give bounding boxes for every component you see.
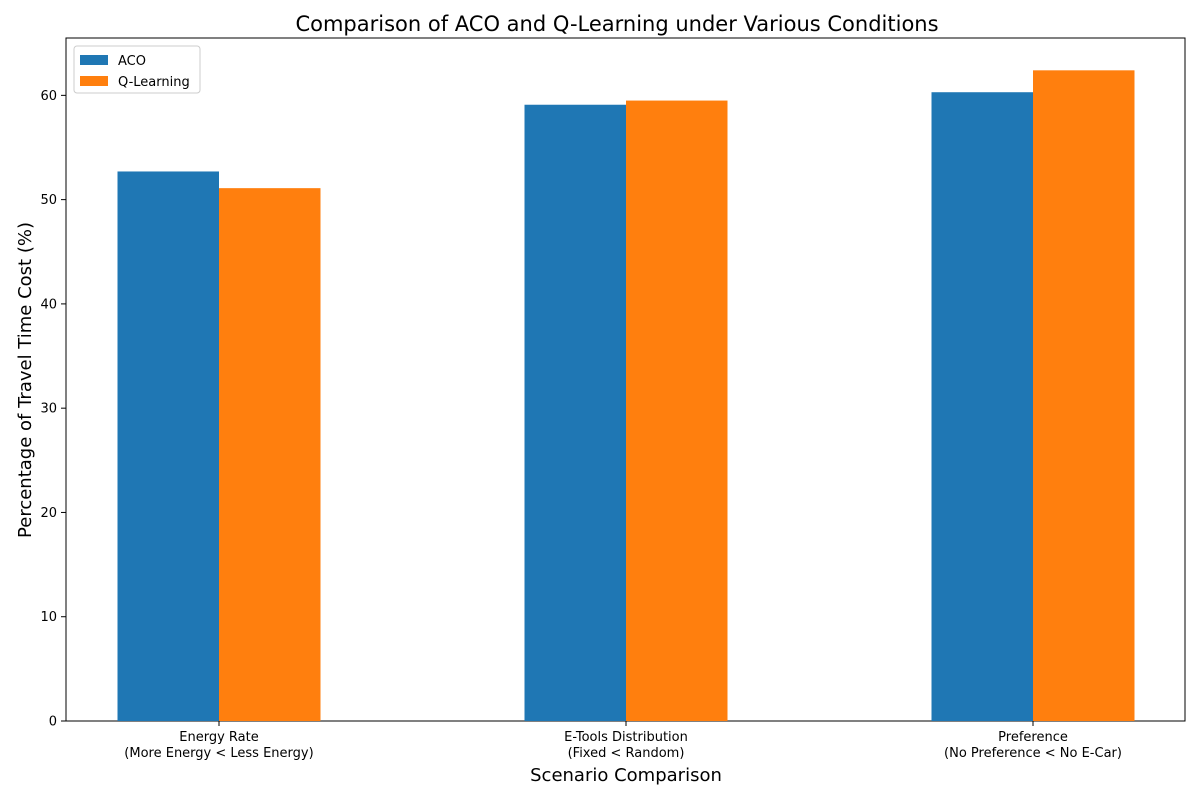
y-tick-label: 30 — [40, 402, 57, 417]
bar-aco-0 — [117, 171, 219, 722]
x-axis-label: Scenario Comparison — [530, 765, 722, 786]
bar-aco-2 — [931, 92, 1033, 721]
x-tick-label: E-Tools Distribution (Fixed < Random) — [564, 730, 688, 761]
y-tick-label: 60 — [40, 89, 57, 104]
legend-swatch-q-learning — [80, 76, 108, 86]
y-tick-label: 20 — [40, 506, 57, 521]
y-tick-label: 10 — [40, 610, 57, 625]
legend-label-aco: ACO — [118, 54, 146, 69]
y-axis-label: Percentage of Travel Time Cost (%) — [15, 222, 36, 538]
y-tick-label: 50 — [40, 193, 57, 208]
bar-aco-1 — [524, 104, 626, 721]
plot-area: 0 10 20 30 40 50 60 Energy Rate (More Energy < L… — [40, 37, 1186, 761]
legend-swatch-aco — [80, 55, 108, 65]
bar-q-learning-2 — [1033, 70, 1135, 721]
x-tick-label: Energy Rate (More Energy < Less Energy) — [124, 730, 313, 761]
legend-label-q-learning: Q-Learning — [118, 75, 190, 90]
x-tick-label: Preference (No Preference < No E-Car) — [944, 730, 1122, 761]
y-tick-label: 0 — [49, 715, 57, 730]
legend: ACO Q-Learning — [73, 45, 201, 94]
y-tick-label: 40 — [40, 297, 57, 312]
bar-q-learning-1 — [626, 100, 728, 722]
chart-title: Comparison of ACO and Q-Learning under V… — [295, 12, 938, 36]
bar-q-learning-0 — [219, 188, 321, 721]
